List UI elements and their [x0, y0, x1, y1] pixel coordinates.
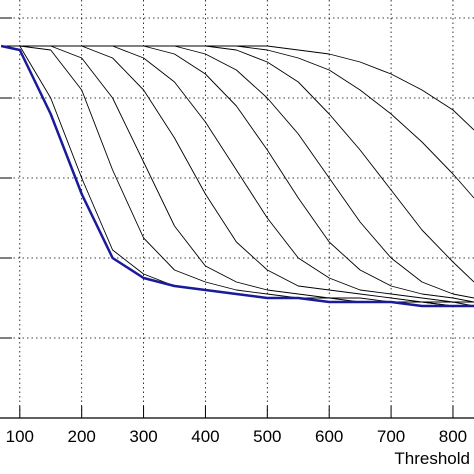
series-line	[1, 45, 474, 131]
x-tick-label: 300	[129, 427, 157, 446]
x-tick-label: 500	[253, 427, 281, 446]
x-tick-label: 700	[377, 427, 405, 446]
x-tick-label: 200	[67, 427, 95, 446]
x-tick-label: 400	[191, 427, 219, 446]
x-tick-label: 100	[6, 427, 34, 446]
series-line	[1, 45, 474, 307]
x-tick-label: 600	[315, 427, 343, 446]
x-axis-title: Threshold	[394, 449, 470, 468]
series-line	[1, 45, 474, 303]
series-line	[1, 45, 474, 199]
series-line	[0, 44, 474, 308]
x-tick-label: 800	[439, 427, 467, 446]
series-line	[1, 45, 474, 303]
series-line	[1, 45, 474, 283]
